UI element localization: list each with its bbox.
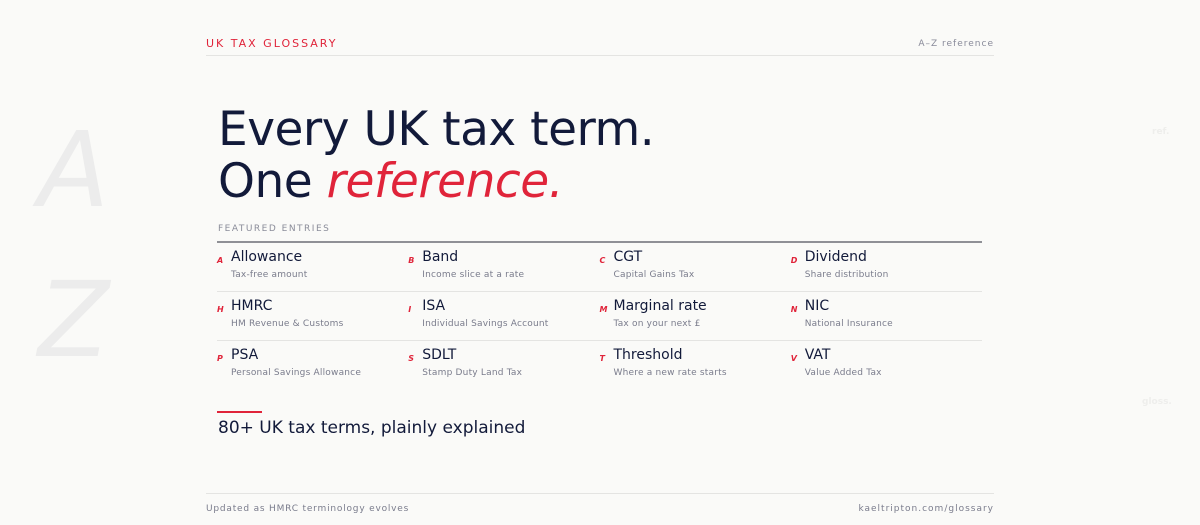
entry-description: Where a new rate starts [613, 368, 727, 378]
decorative-letter-a: A [38, 109, 110, 231]
entry-description: Personal Savings Allowance [231, 368, 362, 378]
entry-letter: V [790, 354, 797, 363]
entry-term: Dividend [804, 249, 867, 265]
glossary-entry[interactable]: S SDLT Stamp Duty Land Tax [408, 341, 599, 390]
entry-description: Individual Savings Account [422, 319, 549, 329]
entry-term: SDLT [422, 347, 457, 363]
entry-letter: A [217, 256, 224, 265]
glossary-entry[interactable]: C CGT Capital Gains Tax [600, 243, 791, 291]
featured-grid: A Allowance Tax-free amount B Band Income sli… [217, 243, 982, 390]
entry-letter: B [408, 256, 415, 265]
footer-link[interactable]: kaeltripton.com/glossary [858, 504, 994, 514]
hero-line-2: One [218, 154, 327, 209]
entry-term: Allowance [231, 249, 303, 265]
footer-note: Updated as HMRC terminology evolves [206, 504, 410, 514]
entry-description: Tax on your next £ [613, 319, 701, 329]
entry-term: VAT [804, 347, 831, 363]
entry-letter: T [599, 354, 605, 363]
glossary-entry[interactable]: V VAT Value Added Tax [791, 341, 982, 390]
entry-letter: C [599, 256, 606, 265]
entry-description: Income slice at a rate [422, 270, 525, 280]
entry-term: HMRC [231, 298, 273, 314]
entry-term: CGT [613, 249, 643, 265]
decorative-letter-z: Z [38, 259, 110, 381]
glossary-entry[interactable]: B Band Income slice at a rate [408, 243, 599, 291]
hero-heading: Every UK tax term. One reference. [218, 102, 655, 209]
entry-term: ISA [422, 298, 446, 314]
ghost-text-ref: ref. [1152, 127, 1170, 137]
featured-label: FEATURED ENTRIES [218, 224, 331, 234]
entry-description: HM Revenue & Customs [231, 319, 344, 329]
entry-term: Marginal rate [613, 298, 707, 314]
tagline: 80+ UK tax terms, plainly explained [218, 418, 526, 438]
glossary-entry[interactable]: H HMRC HM Revenue & Customs [217, 292, 408, 340]
entry-letter: I [408, 305, 412, 314]
glossary-entry[interactable]: I ISA Individual Savings Account [408, 292, 599, 340]
entry-row: A Allowance Tax-free amount B Band Income sli… [217, 243, 982, 292]
entry-letter: H [217, 305, 224, 314]
accent-rule [217, 411, 262, 413]
glossary-entry[interactable]: M Marginal rate Tax on your next £ [600, 292, 791, 340]
entry-term: PSA [231, 347, 259, 363]
top-bar: UK TAX GLOSSARY A–Z reference [206, 36, 994, 56]
entry-description: Value Added Tax [804, 368, 882, 378]
entry-description: National Insurance [804, 319, 893, 329]
entry-description: Share distribution [804, 270, 889, 280]
entry-letter: M [599, 305, 608, 314]
entry-term: Band [422, 249, 459, 265]
glossary-entry[interactable]: D Dividend Share distribution [791, 243, 982, 291]
glossary-entry[interactable]: T Threshold Where a new rate starts [600, 341, 791, 390]
divider [217, 241, 982, 243]
brand-title: UK TAX GLOSSARY [206, 37, 338, 50]
ghost-text-gloss: gloss. [1142, 397, 1172, 407]
footer: Updated as HMRC terminology evolves kael… [206, 493, 994, 518]
entry-letter: P [217, 354, 223, 363]
entry-term: NIC [804, 298, 830, 314]
entry-letter: D [790, 256, 798, 265]
entry-row: P PSA Personal Savings Allowance S SDLT Stamp… [217, 341, 982, 390]
glossary-entry[interactable]: P PSA Personal Savings Allowance [217, 341, 408, 390]
glossary-entry[interactable]: A Allowance Tax-free amount [217, 243, 408, 291]
entry-description: Stamp Duty Land Tax [422, 368, 523, 378]
glossary-entry[interactable]: N NIC National Insurance [791, 292, 982, 340]
hero-line-1: Every UK tax term. [218, 102, 655, 157]
entry-term: Threshold [613, 347, 683, 363]
entry-letter: S [408, 354, 415, 363]
entry-letter: N [790, 305, 798, 314]
header-subtitle: A–Z reference [918, 39, 994, 49]
entry-description: Capital Gains Tax [613, 270, 695, 280]
entry-row: H HMRC HM Revenue & Customs I ISA Individual … [217, 292, 982, 341]
hero-accent: reference. [326, 154, 564, 209]
entry-description: Tax-free amount [231, 270, 308, 280]
